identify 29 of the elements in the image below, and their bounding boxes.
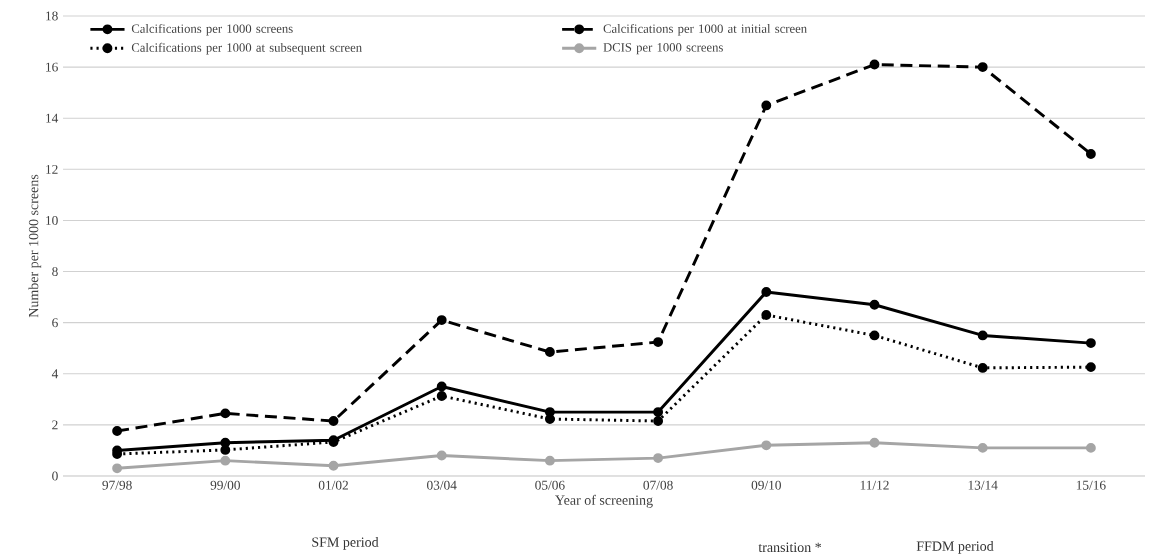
legend-label: DCIS per 1000 screens: [603, 43, 723, 55]
x-tick-label: 97/98: [102, 480, 132, 490]
x-tick-label: 13/14: [968, 480, 998, 490]
x-tick-label: 07/08: [643, 480, 673, 490]
y-tick-label: 4: [51, 369, 59, 379]
y-tick-label: 16: [46, 62, 58, 72]
y-tick-label: 18: [46, 11, 58, 21]
y-tick-label: 8: [52, 267, 58, 277]
y-tick-label: 12: [46, 164, 58, 174]
text: SFM period: [312, 536, 379, 550]
y-tick-label: 0: [52, 471, 58, 481]
y-tick-label: 10: [46, 215, 58, 225]
legend-label: Calcifications per 1000 screens: [131, 23, 293, 36]
y-tick-label: 6: [52, 318, 58, 328]
x-tick-label: 09/10: [751, 480, 781, 490]
text: transition *: [758, 542, 822, 553]
x-tick-label: 15/16: [1076, 480, 1106, 490]
x-tick-label: 01/02: [318, 480, 348, 490]
legend-label: Calcifications per 1000 at subsequent screen: [131, 42, 362, 55]
y-tick-label: 14: [46, 113, 59, 123]
x-tick-label: 05/06: [535, 480, 565, 490]
y-tick-label: 2: [52, 420, 58, 430]
x-tick-label: 99/00: [210, 480, 240, 490]
y-axis-title: Number per 1000 screens: [28, 174, 42, 318]
x-tick-label: 11/12: [860, 480, 889, 490]
text: FFDM period: [916, 540, 994, 554]
legend-label: Calcifications per 1000 at initial screen: [603, 23, 807, 36]
x-tick-label: 03/04: [427, 480, 457, 490]
x-axis-title: Year of screening: [555, 494, 653, 508]
